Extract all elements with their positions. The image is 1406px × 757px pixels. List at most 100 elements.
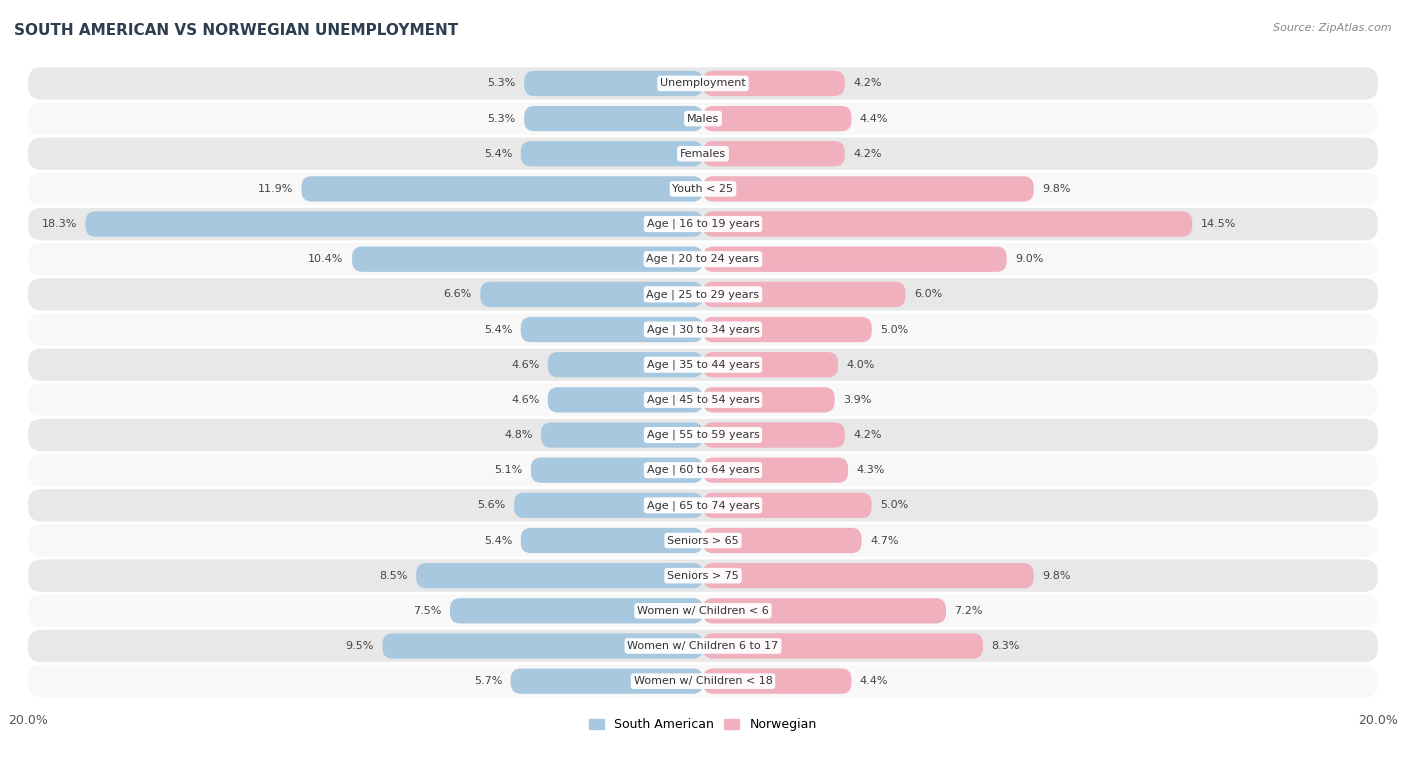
Text: 9.8%: 9.8% <box>1042 571 1070 581</box>
FancyBboxPatch shape <box>703 106 852 131</box>
Text: 7.5%: 7.5% <box>413 606 441 616</box>
FancyBboxPatch shape <box>548 352 703 377</box>
FancyBboxPatch shape <box>86 211 703 237</box>
FancyBboxPatch shape <box>28 384 1378 416</box>
Text: Unemployment: Unemployment <box>661 79 745 89</box>
Text: 7.2%: 7.2% <box>955 606 983 616</box>
FancyBboxPatch shape <box>28 243 1378 276</box>
Text: 4.2%: 4.2% <box>853 79 882 89</box>
Legend: South American, Norwegian: South American, Norwegian <box>585 713 821 737</box>
Text: 4.0%: 4.0% <box>846 360 875 369</box>
Text: Age | 30 to 34 years: Age | 30 to 34 years <box>647 324 759 335</box>
FancyBboxPatch shape <box>28 279 1378 310</box>
Text: 18.3%: 18.3% <box>42 219 77 229</box>
FancyBboxPatch shape <box>703 634 983 659</box>
Text: 9.0%: 9.0% <box>1015 254 1043 264</box>
FancyBboxPatch shape <box>548 388 703 413</box>
Text: 4.7%: 4.7% <box>870 535 898 546</box>
FancyBboxPatch shape <box>28 102 1378 135</box>
Text: Age | 60 to 64 years: Age | 60 to 64 years <box>647 465 759 475</box>
FancyBboxPatch shape <box>481 282 703 307</box>
Text: 4.3%: 4.3% <box>856 466 884 475</box>
FancyBboxPatch shape <box>28 525 1378 556</box>
Text: 5.0%: 5.0% <box>880 325 908 335</box>
FancyBboxPatch shape <box>28 208 1378 240</box>
Text: 9.5%: 9.5% <box>346 641 374 651</box>
FancyBboxPatch shape <box>520 317 703 342</box>
Text: 11.9%: 11.9% <box>257 184 292 194</box>
FancyBboxPatch shape <box>541 422 703 447</box>
FancyBboxPatch shape <box>703 528 862 553</box>
Text: Women w/ Children 6 to 17: Women w/ Children 6 to 17 <box>627 641 779 651</box>
FancyBboxPatch shape <box>28 630 1378 662</box>
Text: Women w/ Children < 6: Women w/ Children < 6 <box>637 606 769 616</box>
Text: 6.6%: 6.6% <box>444 289 472 299</box>
FancyBboxPatch shape <box>510 668 703 694</box>
Text: 4.8%: 4.8% <box>505 430 533 440</box>
FancyBboxPatch shape <box>703 70 845 96</box>
FancyBboxPatch shape <box>703 598 946 624</box>
Text: 4.2%: 4.2% <box>853 430 882 440</box>
Text: 3.9%: 3.9% <box>844 395 872 405</box>
FancyBboxPatch shape <box>301 176 703 201</box>
FancyBboxPatch shape <box>520 141 703 167</box>
FancyBboxPatch shape <box>450 598 703 624</box>
FancyBboxPatch shape <box>703 563 1033 588</box>
FancyBboxPatch shape <box>28 67 1378 100</box>
FancyBboxPatch shape <box>28 313 1378 346</box>
FancyBboxPatch shape <box>520 528 703 553</box>
Text: 8.3%: 8.3% <box>991 641 1019 651</box>
FancyBboxPatch shape <box>703 211 1192 237</box>
FancyBboxPatch shape <box>703 352 838 377</box>
FancyBboxPatch shape <box>524 106 703 131</box>
FancyBboxPatch shape <box>28 559 1378 592</box>
Text: Women w/ Children < 18: Women w/ Children < 18 <box>634 676 772 686</box>
FancyBboxPatch shape <box>703 317 872 342</box>
FancyBboxPatch shape <box>703 141 845 167</box>
FancyBboxPatch shape <box>28 419 1378 451</box>
FancyBboxPatch shape <box>703 176 1033 201</box>
Text: 5.3%: 5.3% <box>488 79 516 89</box>
Text: 5.1%: 5.1% <box>495 466 523 475</box>
FancyBboxPatch shape <box>531 457 703 483</box>
Text: Age | 65 to 74 years: Age | 65 to 74 years <box>647 500 759 511</box>
Text: Age | 20 to 24 years: Age | 20 to 24 years <box>647 254 759 264</box>
FancyBboxPatch shape <box>703 282 905 307</box>
FancyBboxPatch shape <box>703 422 845 447</box>
Text: Seniors > 75: Seniors > 75 <box>666 571 740 581</box>
FancyBboxPatch shape <box>28 595 1378 627</box>
Text: 5.3%: 5.3% <box>488 114 516 123</box>
Text: 4.6%: 4.6% <box>510 395 540 405</box>
Text: 4.4%: 4.4% <box>860 114 889 123</box>
Text: Age | 35 to 44 years: Age | 35 to 44 years <box>647 360 759 370</box>
Text: Age | 55 to 59 years: Age | 55 to 59 years <box>647 430 759 441</box>
Text: 10.4%: 10.4% <box>308 254 343 264</box>
Text: 4.2%: 4.2% <box>853 148 882 159</box>
FancyBboxPatch shape <box>524 70 703 96</box>
Text: Age | 45 to 54 years: Age | 45 to 54 years <box>647 394 759 405</box>
FancyBboxPatch shape <box>703 668 852 694</box>
Text: Females: Females <box>681 148 725 159</box>
Text: 4.6%: 4.6% <box>510 360 540 369</box>
Text: 6.0%: 6.0% <box>914 289 942 299</box>
Text: SOUTH AMERICAN VS NORWEGIAN UNEMPLOYMENT: SOUTH AMERICAN VS NORWEGIAN UNEMPLOYMENT <box>14 23 458 38</box>
Text: Seniors > 65: Seniors > 65 <box>668 535 738 546</box>
FancyBboxPatch shape <box>28 173 1378 205</box>
Text: 5.0%: 5.0% <box>880 500 908 510</box>
Text: 5.4%: 5.4% <box>484 325 512 335</box>
FancyBboxPatch shape <box>703 493 872 518</box>
FancyBboxPatch shape <box>703 457 848 483</box>
Text: 8.5%: 8.5% <box>380 571 408 581</box>
FancyBboxPatch shape <box>703 247 1007 272</box>
Text: Age | 16 to 19 years: Age | 16 to 19 years <box>647 219 759 229</box>
FancyBboxPatch shape <box>515 493 703 518</box>
Text: Age | 25 to 29 years: Age | 25 to 29 years <box>647 289 759 300</box>
FancyBboxPatch shape <box>352 247 703 272</box>
FancyBboxPatch shape <box>382 634 703 659</box>
Text: 9.8%: 9.8% <box>1042 184 1070 194</box>
FancyBboxPatch shape <box>28 454 1378 486</box>
FancyBboxPatch shape <box>703 388 835 413</box>
Text: Youth < 25: Youth < 25 <box>672 184 734 194</box>
Text: Source: ZipAtlas.com: Source: ZipAtlas.com <box>1274 23 1392 33</box>
Text: 5.7%: 5.7% <box>474 676 502 686</box>
